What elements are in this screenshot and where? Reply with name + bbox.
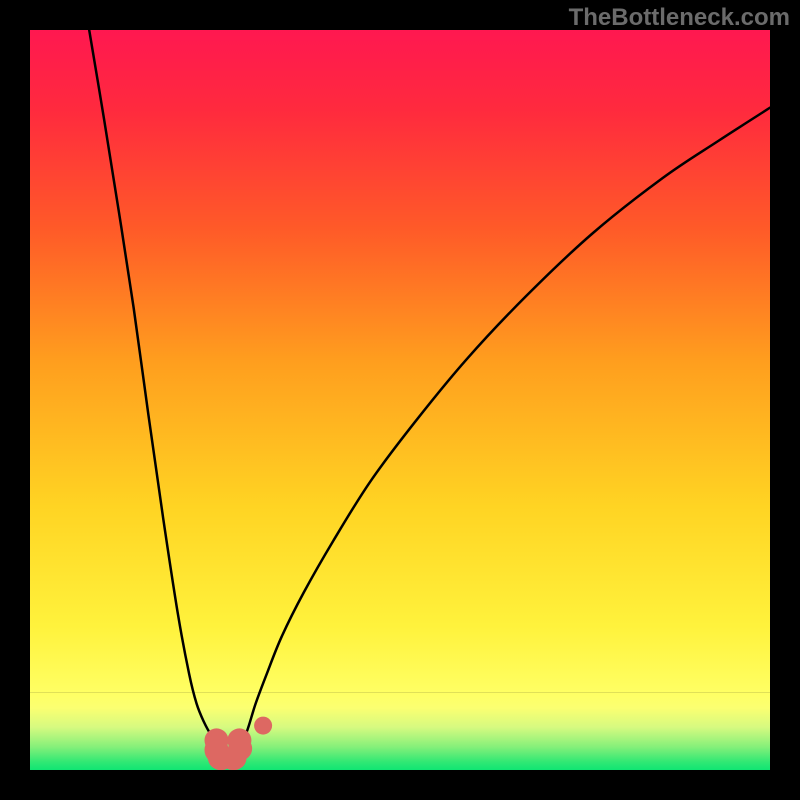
plot-area xyxy=(30,30,770,770)
plot-svg xyxy=(30,30,770,770)
watermark-text: TheBottleneck.com xyxy=(569,4,790,32)
outer-frame: TheBottleneck.com xyxy=(0,0,800,800)
marker-dot xyxy=(227,728,251,752)
gradient-bottom xyxy=(30,692,770,770)
marker-dot-extra xyxy=(254,717,272,735)
